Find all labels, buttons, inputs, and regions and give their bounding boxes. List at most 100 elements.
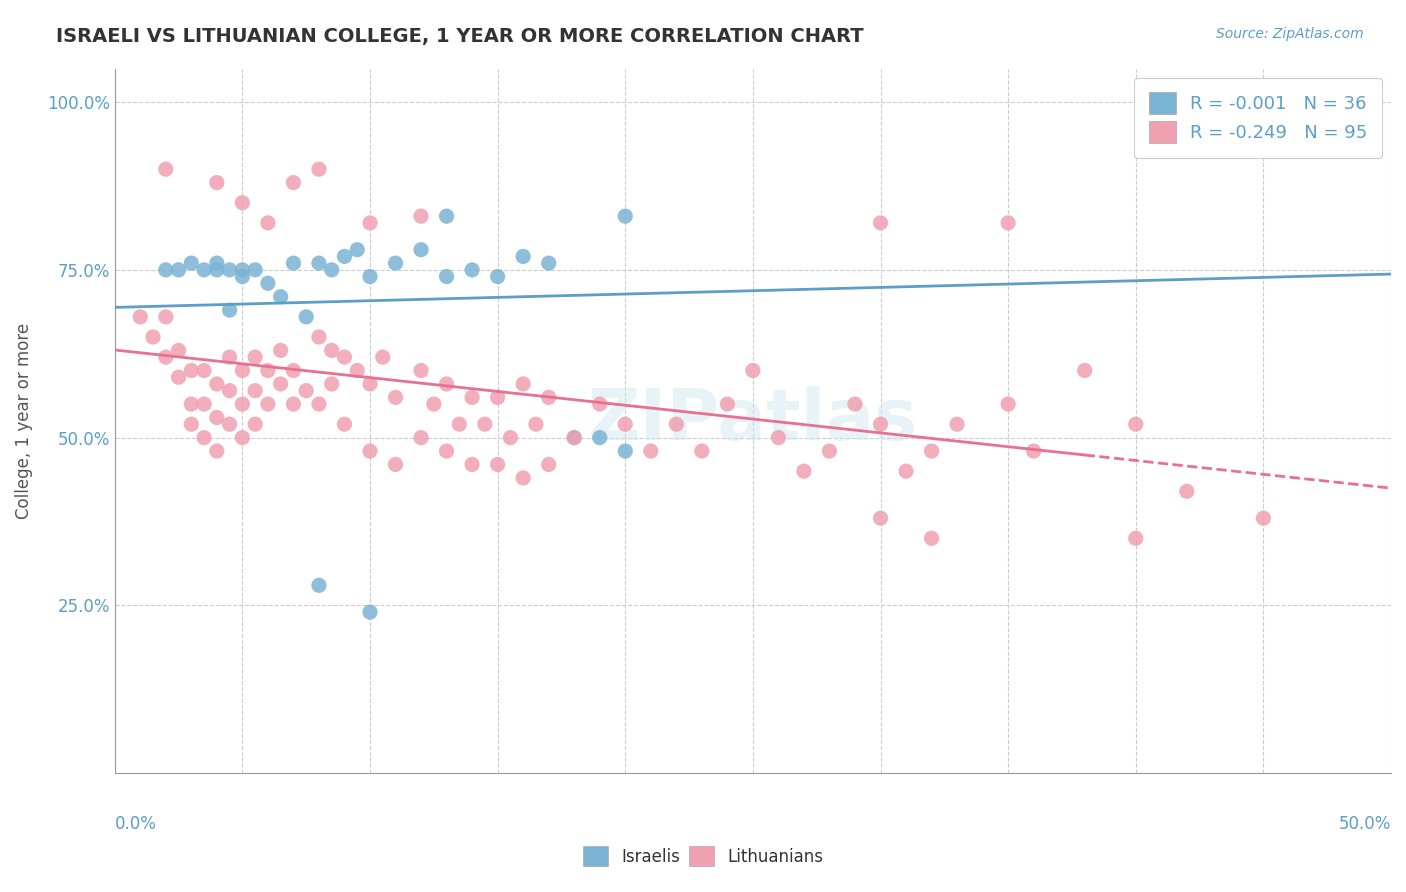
Point	[768, 431, 790, 445]
Point	[193, 431, 215, 445]
Point	[333, 249, 356, 263]
Point	[295, 310, 318, 324]
Point	[193, 363, 215, 377]
Point	[1175, 484, 1198, 499]
Point	[359, 216, 381, 230]
Point	[690, 444, 713, 458]
Point	[1073, 363, 1095, 377]
Point	[218, 263, 240, 277]
Point	[614, 444, 637, 458]
Point	[436, 209, 458, 223]
Point	[155, 263, 177, 277]
Point	[486, 458, 509, 472]
Point	[231, 363, 253, 377]
Point	[359, 605, 381, 619]
Point	[231, 195, 253, 210]
Point	[270, 343, 292, 358]
Point	[997, 216, 1019, 230]
Point	[524, 417, 547, 432]
Point	[461, 390, 484, 404]
Point	[741, 363, 763, 377]
Point	[614, 209, 637, 223]
Point	[346, 243, 368, 257]
Point	[946, 417, 969, 432]
Point	[231, 431, 253, 445]
Point	[155, 310, 177, 324]
Point	[499, 431, 522, 445]
Point	[474, 417, 496, 432]
Point	[167, 343, 190, 358]
Point	[333, 350, 356, 364]
Point	[894, 464, 917, 478]
Point	[321, 263, 343, 277]
Point	[486, 269, 509, 284]
Point	[1125, 531, 1147, 545]
Point	[205, 444, 228, 458]
Point	[1022, 444, 1045, 458]
Point	[1125, 417, 1147, 432]
Point	[270, 290, 292, 304]
Point	[180, 363, 202, 377]
Point	[180, 256, 202, 270]
Point	[243, 384, 266, 398]
Point	[869, 511, 891, 525]
Point	[218, 350, 240, 364]
Point	[155, 350, 177, 364]
Point	[193, 397, 215, 411]
Point	[409, 243, 432, 257]
Point	[1253, 511, 1275, 525]
Point	[562, 431, 585, 445]
Point	[409, 363, 432, 377]
Point	[257, 277, 280, 291]
Point	[818, 444, 841, 458]
Point	[180, 397, 202, 411]
Point	[512, 471, 534, 485]
Legend: Israelis, Lithuanians: Israelis, Lithuanians	[575, 838, 831, 875]
Point	[371, 350, 394, 364]
Point	[409, 209, 432, 223]
Point	[640, 444, 662, 458]
Text: Source: ZipAtlas.com: Source: ZipAtlas.com	[1216, 27, 1364, 41]
Point	[257, 216, 280, 230]
Point	[308, 578, 330, 592]
Text: 0.0%: 0.0%	[115, 815, 156, 833]
Point	[283, 256, 305, 270]
Point	[384, 458, 406, 472]
Point	[436, 376, 458, 391]
Point	[537, 390, 560, 404]
Point	[155, 162, 177, 177]
Point	[308, 397, 330, 411]
Point	[257, 363, 280, 377]
Point	[167, 370, 190, 384]
Point	[359, 269, 381, 284]
Point	[205, 263, 228, 277]
Point	[243, 263, 266, 277]
Point	[283, 176, 305, 190]
Point	[231, 269, 253, 284]
Point	[512, 249, 534, 263]
Point	[333, 417, 356, 432]
Point	[283, 363, 305, 377]
Point	[218, 303, 240, 318]
Point	[218, 417, 240, 432]
Point	[512, 376, 534, 391]
Point	[308, 256, 330, 270]
Point	[308, 330, 330, 344]
Point	[461, 263, 484, 277]
Point	[218, 384, 240, 398]
Point	[129, 310, 152, 324]
Point	[359, 444, 381, 458]
Point	[346, 363, 368, 377]
Point	[321, 343, 343, 358]
Point	[562, 431, 585, 445]
Point	[793, 464, 815, 478]
Point	[180, 417, 202, 432]
Point	[231, 263, 253, 277]
Point	[921, 444, 943, 458]
Point	[142, 330, 165, 344]
Point	[461, 458, 484, 472]
Point	[321, 376, 343, 391]
Point	[243, 350, 266, 364]
Text: 50.0%: 50.0%	[1339, 815, 1391, 833]
Point	[997, 397, 1019, 411]
